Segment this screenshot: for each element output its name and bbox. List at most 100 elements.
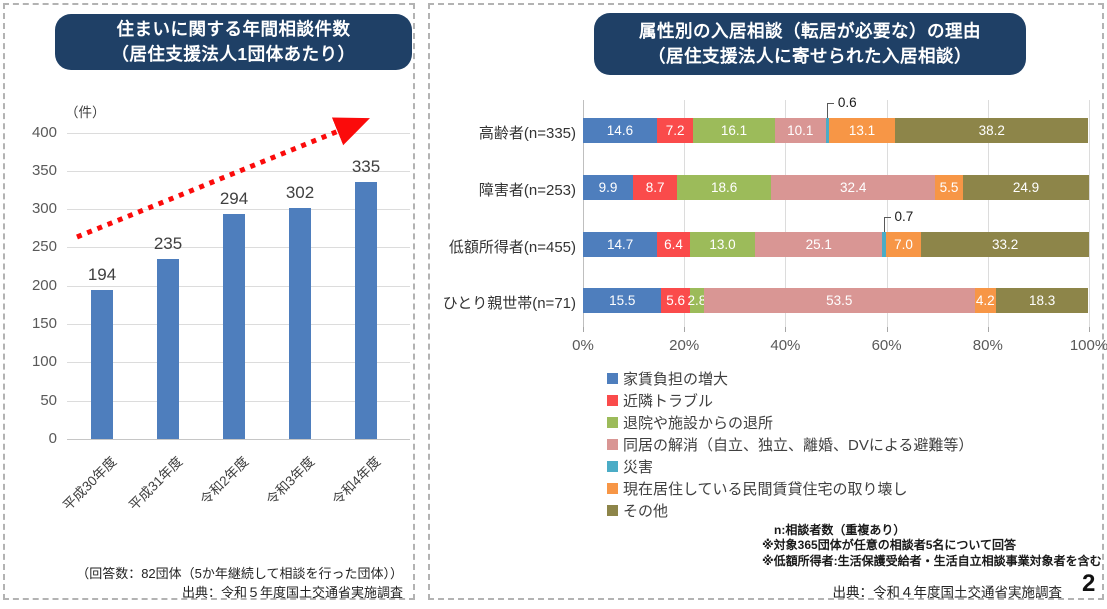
bar-segment: 10.1 bbox=[774, 118, 826, 143]
legend-label: 近隣トラブル bbox=[623, 392, 714, 410]
bar-segment: 9.9 bbox=[583, 175, 634, 200]
bar-segment: 2.8 bbox=[687, 288, 706, 313]
segment-value-label: 10.1 bbox=[787, 123, 814, 138]
category-label: 低額所得者(n=455) bbox=[448, 239, 576, 256]
category-label: ひとり親世帯(n=71) bbox=[442, 295, 576, 312]
bar-segment bbox=[825, 118, 829, 143]
x-axis-tick-label: 60% bbox=[871, 337, 902, 354]
h-gridline bbox=[67, 439, 410, 440]
segment-value-label: 4.2 bbox=[975, 293, 995, 308]
y-axis-tick-label: 100 bbox=[31, 353, 57, 371]
legend-swatch bbox=[607, 482, 618, 494]
v-gridline bbox=[785, 100, 787, 327]
x-axis-tick-label: 0% bbox=[572, 337, 594, 354]
bar-value-label: 335 bbox=[351, 157, 381, 177]
note-n-definition: n:相談者数（重複あり） bbox=[774, 523, 906, 537]
segment-value-label: 5.5 bbox=[939, 180, 959, 195]
y-axis-tick-label: 250 bbox=[31, 238, 57, 256]
segment-value-label: 15.5 bbox=[609, 293, 636, 308]
segment-value-label: 13.0 bbox=[709, 237, 736, 252]
bar-segment: 38.2 bbox=[895, 118, 1089, 143]
bar-segment: 16.1 bbox=[693, 118, 775, 143]
bar-segment: 8.7 bbox=[633, 175, 678, 200]
legend-item: その他 bbox=[607, 499, 973, 521]
stacked-bar-row: 14.6 7.2 16.1 10.1 13.1 38.2 bbox=[583, 118, 1089, 143]
bar-segment: 13.0 bbox=[689, 232, 756, 257]
x-axis-tick-label: 100% bbox=[1069, 337, 1107, 354]
segment-value-label: 9.9 bbox=[598, 180, 618, 195]
legend-label: 家賃負担の増大 bbox=[623, 370, 729, 388]
legend-item: 現在居住している民間賃貸住宅の取り壊し bbox=[607, 477, 973, 499]
x-axis-tick-label: 20% bbox=[669, 337, 700, 354]
x-axis-tick bbox=[583, 327, 584, 332]
x-axis-tick-label: 40% bbox=[770, 337, 801, 354]
bar bbox=[91, 290, 113, 439]
callout-line bbox=[826, 103, 834, 118]
bar-value-label: 302 bbox=[285, 182, 315, 202]
bar-segment: 18.3 bbox=[995, 288, 1089, 313]
left-chart-panel: 住まいに関する年間相談件数 （居住支援法人1団体あたり） （件） 0 50 100 1… bbox=[3, 3, 415, 600]
v-gridline bbox=[684, 100, 686, 327]
y-axis-tick-label: 150 bbox=[31, 315, 57, 333]
stacked-bar-row: 15.5 5.6 2.8 53.5 4.2 18.3 bbox=[583, 288, 1089, 313]
segment-value-label: 33.2 bbox=[991, 237, 1019, 252]
segment-value-label: 16.1 bbox=[720, 123, 748, 138]
y-axis-tick-label: 350 bbox=[31, 161, 57, 179]
legend-item: 災害 bbox=[607, 455, 973, 477]
bar-segment: 25.1 bbox=[755, 232, 883, 257]
y-axis-tick-label: 0 bbox=[48, 430, 57, 447]
v-gridline bbox=[987, 100, 989, 327]
bar-segment bbox=[882, 232, 886, 257]
category-label: 障害者(n=253) bbox=[478, 182, 576, 199]
bar bbox=[289, 207, 311, 439]
left-chart-title-line1: 住まいに関する年間相談件数 bbox=[116, 18, 351, 39]
callout-label: 0.7 bbox=[894, 209, 914, 224]
segment-value-label: 6.4 bbox=[664, 237, 683, 252]
legend-label: 退院や施設からの退所 bbox=[623, 414, 774, 432]
y-axis-tick-label: 400 bbox=[31, 123, 57, 141]
legend-swatch bbox=[607, 438, 618, 450]
bar-segment: 14.7 bbox=[583, 232, 658, 257]
y-axis-tick-label: 300 bbox=[31, 200, 57, 218]
right-source-note: 出典：令和４年度国土交通省実施調査 bbox=[832, 585, 1063, 600]
legend-swatch bbox=[607, 372, 618, 384]
segment-value-label: 7.0 bbox=[894, 237, 913, 252]
segment-value-label: 25.1 bbox=[805, 237, 832, 252]
annual-consultations-bar-chart: 0 50 100 150 200 250 300 350 400 194 平成30年度 235 平成31… bbox=[5, 5, 413, 598]
callout-line bbox=[883, 217, 891, 232]
segment-value-label: 18.6 bbox=[711, 180, 738, 195]
segment-value-label: 18.3 bbox=[1029, 293, 1056, 308]
segment-value-label: 14.7 bbox=[607, 237, 634, 252]
bar-segment: 7.0 bbox=[885, 232, 922, 257]
callout-label: 0.6 bbox=[837, 95, 857, 110]
segment-value-label: 38.2 bbox=[978, 123, 1005, 138]
y-axis-unit-label: （件） bbox=[65, 105, 106, 120]
x-axis-tick bbox=[886, 327, 888, 332]
left-source-note: 出典：令和５年度国土交通省実施調査 bbox=[181, 585, 403, 600]
legend: 家賃負担の増大 近隣トラブル退院や施設からの退所同居の解消（自立、独立、離婚、DV… bbox=[607, 367, 973, 521]
segment-value-label: 53.5 bbox=[826, 293, 853, 308]
bar-segment: 24.9 bbox=[962, 175, 1089, 200]
legend-swatch bbox=[607, 416, 618, 428]
segment-value-label: 8.7 bbox=[645, 180, 665, 195]
segment-value-label: 32.4 bbox=[840, 180, 867, 195]
legend-item: 家賃負担の増大 bbox=[607, 367, 973, 389]
segment-value-label: 13.1 bbox=[848, 123, 876, 138]
legend-label: 災害 bbox=[623, 458, 654, 476]
v-gridline bbox=[1089, 100, 1090, 327]
stacked-bar-row: 14.7 6.4 13.0 25.1 7.0 33.2 bbox=[583, 232, 1089, 257]
segment-value-label: 5.6 bbox=[666, 293, 685, 308]
right-chart-panel: 属性別の入居相談（転居が必要な）の理由 （居住支援法人に寄せられた入居相談） 0… bbox=[428, 3, 1107, 600]
legend-label: 同居の解消（自立、独立、離婚、DVによる避難等） bbox=[623, 436, 974, 454]
bar-segment: 6.4 bbox=[657, 232, 690, 257]
bar-segment: 32.4 bbox=[771, 175, 936, 200]
bar-segment: 33.2 bbox=[921, 232, 1089, 257]
x-axis-tick bbox=[785, 327, 787, 332]
bar bbox=[157, 258, 179, 439]
x-axis-tick bbox=[1089, 327, 1090, 332]
y-axis-tick-label: 50 bbox=[40, 391, 57, 409]
legend-label: その他 bbox=[623, 502, 669, 520]
bar-segment: 7.2 bbox=[656, 118, 694, 143]
legend-item: 近隣トラブル bbox=[607, 389, 973, 411]
response-count-note: （回答数：82団体（5か年継続して相談を行った団体）） bbox=[76, 566, 403, 581]
